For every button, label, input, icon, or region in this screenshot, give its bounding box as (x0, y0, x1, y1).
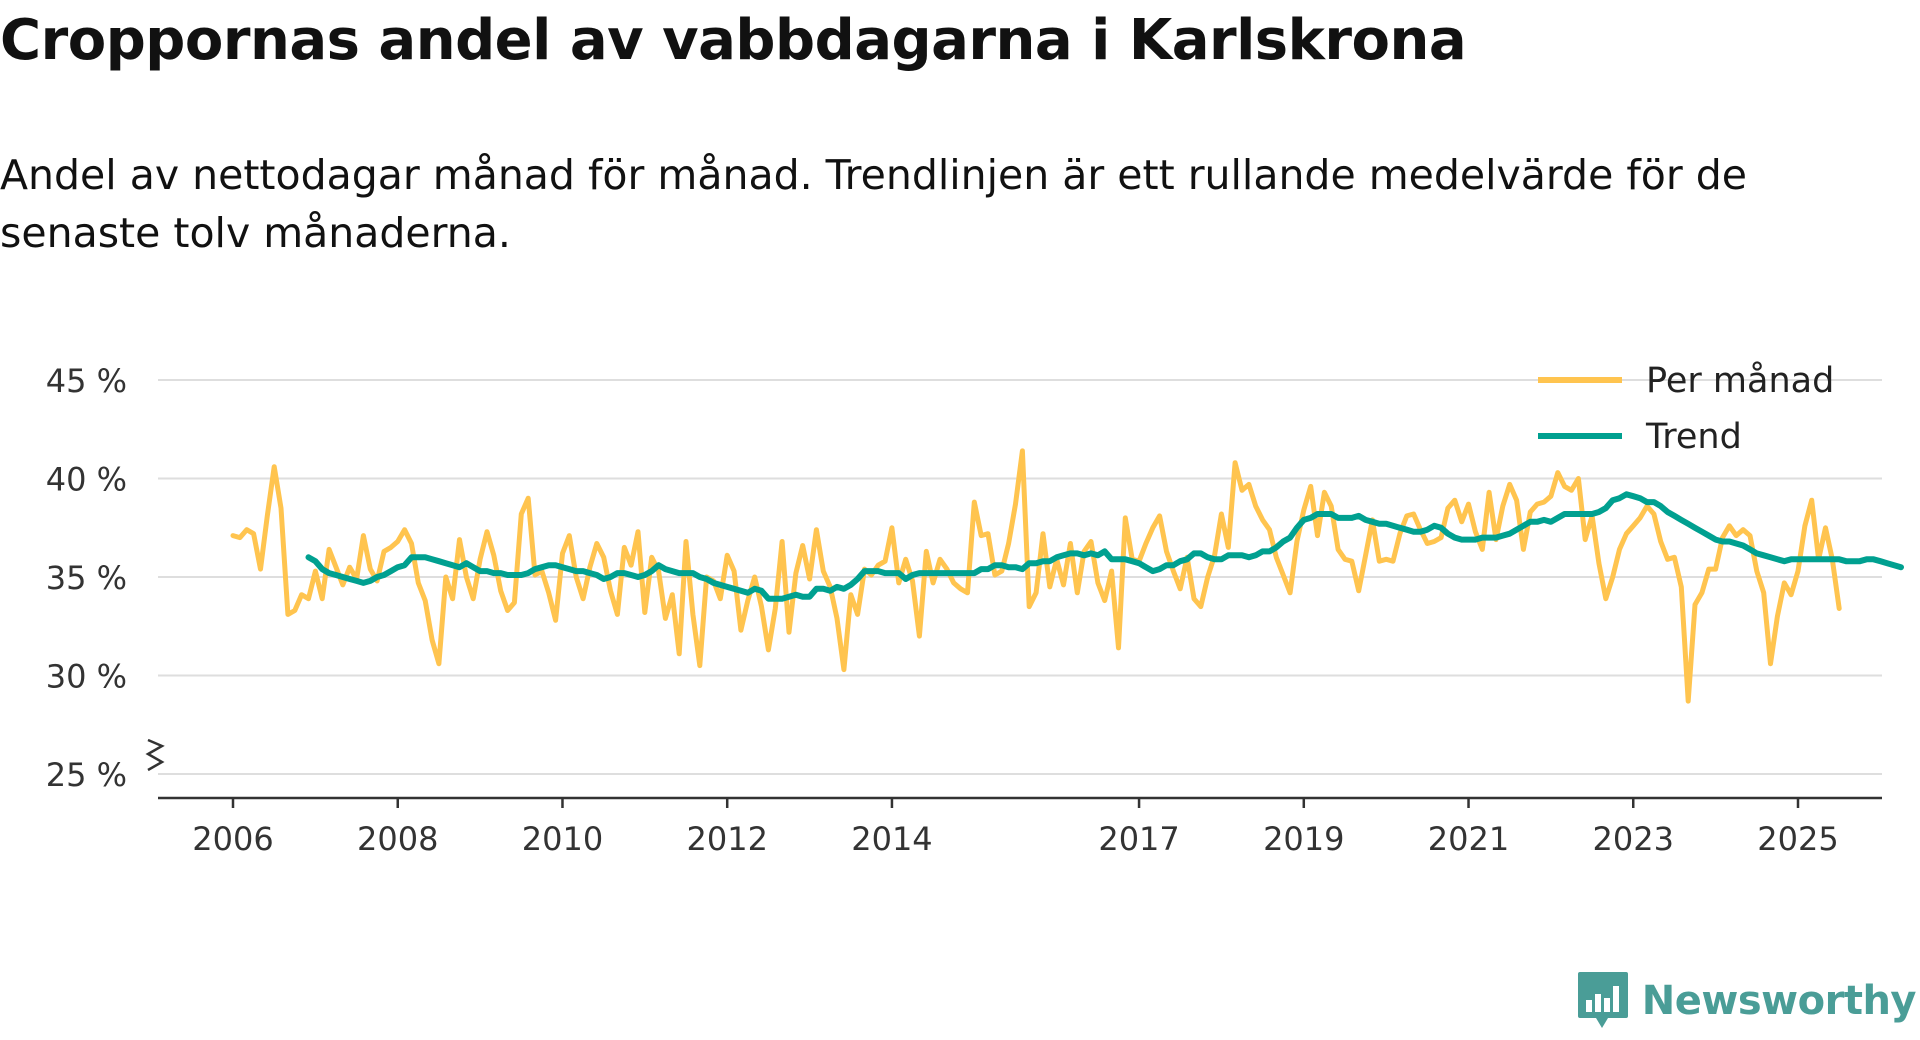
chart-subtitle: Andel av nettodagar månad för månad. Tre… (0, 151, 1747, 257)
y-axis-ticks: 25 % 30 % 35 % 40 % 45 % (46, 362, 165, 794)
legend: Per månad Trend (1538, 360, 1834, 457)
line-chart: 25 % 30 % 35 % 40 % 45 % 2006 2008 2010 2012 201… (46, 360, 1904, 858)
x-tick-label: 2012 (686, 820, 767, 858)
x-tick-label: 2017 (1098, 820, 1179, 858)
x-tick-label: 2025 (1757, 820, 1838, 858)
x-tick-label: 2008 (357, 820, 438, 858)
x-tick-label: 2014 (851, 820, 932, 858)
legend-label: Per månad (1646, 360, 1834, 401)
x-axis: 2006 2008 2010 2012 2014 2017 2019 2021 2023 2025 (158, 796, 1882, 858)
series-line-monthly (230, 448, 1842, 704)
x-tick-label: 2021 (1428, 820, 1509, 858)
x-tick-label: 2010 (522, 820, 603, 858)
y-tick-label: 35 % (46, 559, 127, 597)
series-lines (230, 448, 1904, 704)
y-tick-label: 45 % (46, 362, 127, 400)
brand-logo: Newsworthy (1576, 970, 1917, 1032)
series-line-trend (305, 491, 1904, 602)
legend-label: Trend (1645, 417, 1742, 457)
x-tick-label: 2006 (192, 820, 273, 858)
x-tick-label: 2019 (1263, 820, 1344, 858)
y-tick-label: 40 % (46, 461, 127, 499)
axis-break-icon (145, 738, 165, 772)
x-tick-label: 2023 (1593, 820, 1674, 858)
newsworthy-logo-icon (1577, 972, 1628, 1028)
y-tick-label: 30 % (46, 658, 127, 696)
brand-name: Newsworthy (1641, 978, 1917, 1024)
y-tick-label: 25 % (46, 756, 127, 794)
chart-title: Croppornas andel av vabbdagarna i Karlsk… (0, 8, 1467, 73)
